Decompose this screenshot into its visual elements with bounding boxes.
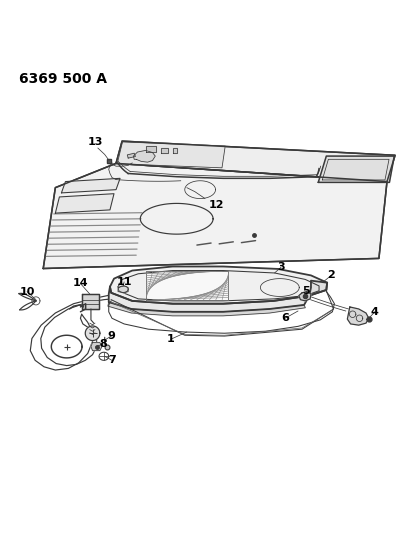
Polygon shape bbox=[61, 179, 120, 193]
Text: 2: 2 bbox=[326, 270, 334, 280]
Text: 4: 4 bbox=[370, 307, 378, 317]
Text: 3: 3 bbox=[276, 262, 284, 272]
Polygon shape bbox=[117, 142, 225, 168]
Text: 14: 14 bbox=[72, 278, 88, 288]
Polygon shape bbox=[309, 281, 326, 296]
Polygon shape bbox=[133, 150, 155, 162]
Text: 10: 10 bbox=[19, 287, 35, 296]
Polygon shape bbox=[298, 292, 310, 301]
Polygon shape bbox=[108, 302, 305, 316]
Polygon shape bbox=[43, 164, 386, 269]
Polygon shape bbox=[81, 294, 99, 309]
Polygon shape bbox=[172, 148, 176, 154]
Polygon shape bbox=[127, 154, 135, 158]
Polygon shape bbox=[91, 343, 101, 351]
Text: 6369 500 A: 6369 500 A bbox=[19, 72, 107, 86]
Polygon shape bbox=[108, 287, 309, 312]
Polygon shape bbox=[317, 156, 393, 182]
Polygon shape bbox=[146, 147, 156, 152]
Polygon shape bbox=[110, 266, 326, 304]
Text: 1: 1 bbox=[166, 334, 174, 344]
Text: 13: 13 bbox=[87, 137, 102, 147]
Text: 11: 11 bbox=[116, 277, 132, 287]
Text: 9: 9 bbox=[107, 331, 115, 341]
Polygon shape bbox=[146, 271, 228, 300]
Polygon shape bbox=[55, 193, 114, 213]
Text: 6: 6 bbox=[281, 313, 288, 324]
Text: 12: 12 bbox=[208, 200, 223, 210]
Text: 5: 5 bbox=[301, 286, 309, 296]
Polygon shape bbox=[160, 148, 167, 154]
Polygon shape bbox=[346, 307, 368, 325]
Polygon shape bbox=[85, 326, 100, 341]
Text: 8: 8 bbox=[99, 339, 107, 349]
Polygon shape bbox=[118, 286, 128, 293]
Text: 7: 7 bbox=[108, 356, 116, 365]
Polygon shape bbox=[116, 141, 394, 182]
